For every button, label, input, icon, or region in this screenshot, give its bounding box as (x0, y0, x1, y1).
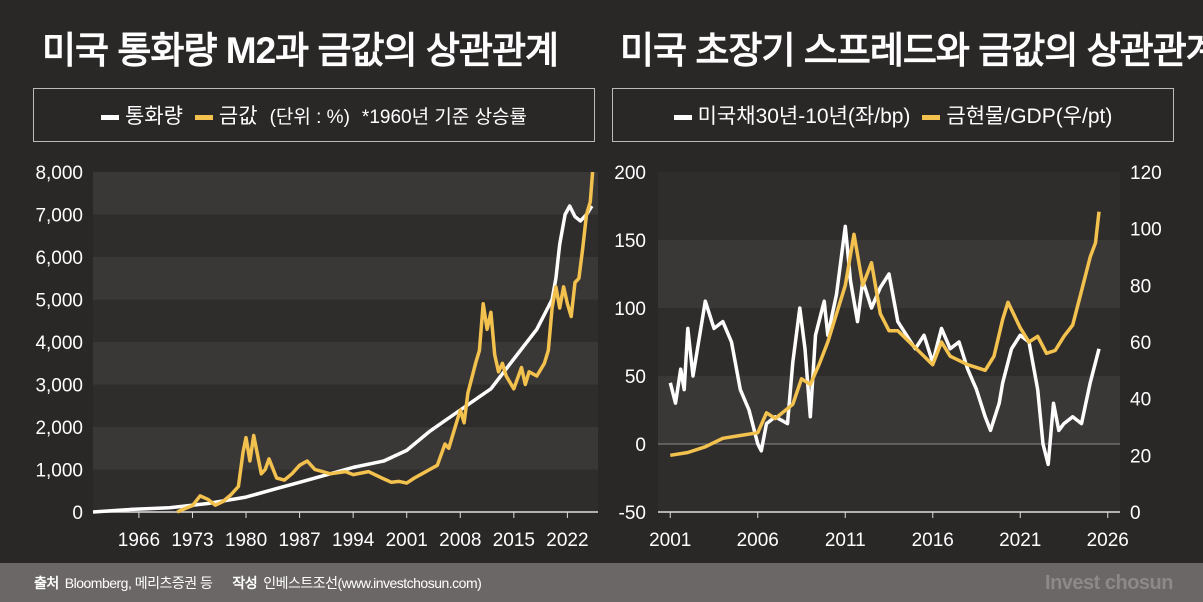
legend-swatch-gold (194, 114, 213, 120)
grid-band (93, 214, 598, 257)
x-tick-label: 1980 (225, 530, 267, 551)
y2-tick-label: 120 (1130, 163, 1162, 184)
left-chart-title: 미국 통화량 M2과 금값의 상관관계 (42, 30, 559, 71)
y-tick-label: 2,000 (35, 418, 83, 439)
legend-label: 금현물/GDP(우/pt) (946, 105, 1113, 128)
y-tick-label: 0 (635, 435, 646, 456)
y-tick-label: 150 (614, 231, 646, 252)
grid-band (93, 427, 598, 470)
footer-source: 출처 Bloomberg, 메리츠증권 등 (34, 574, 213, 591)
legend-note: *1960년 기준 상승률 (361, 106, 528, 128)
y-tick-label: 6,000 (35, 248, 83, 269)
x-tick-label: 1987 (278, 530, 320, 551)
x-tick-label: 2008 (439, 530, 481, 551)
grid-band (93, 172, 598, 215)
x-tick-label: 2011 (825, 530, 866, 551)
y-tick-label: 100 (614, 299, 646, 320)
series-line-gold (670, 211, 1101, 458)
x-tick-label: 1994 (332, 530, 375, 551)
y-tick-label: -50 (619, 503, 646, 524)
legend-swatch-white (673, 114, 692, 120)
right-legend: 미국채30년-10년(좌/bp) 금현물/GDP(우/pt) (612, 88, 1174, 142)
footer: 출처 Bloomberg, 메리츠증권 등 작성 인베스트조선(www.invest… (0, 563, 1203, 602)
legend-item-m2: 통화량 (100, 100, 183, 130)
brand-logo: Invest chosun (1045, 572, 1173, 594)
x-tick-label: 2026 (1087, 530, 1129, 551)
legend-item-spread: 미국채30년-10년(좌/bp) (673, 100, 911, 130)
grid-band (658, 172, 1120, 240)
y2-tick-label: 40 (1130, 390, 1151, 411)
y-tick-label: 4,000 (35, 333, 83, 354)
y2-tick-label: 60 (1130, 333, 1151, 354)
grid-band (93, 257, 598, 300)
legend-unit: (단위 : %) (269, 106, 350, 128)
x-tick-label: 2001 (386, 530, 428, 551)
x-tick-label: 2006 (737, 530, 779, 551)
grid-band (93, 342, 598, 385)
y-tick-label: 3,000 (35, 376, 83, 397)
legend-label: 금값 (218, 105, 258, 128)
grid-band (93, 299, 598, 342)
x-tick-label: 2015 (493, 530, 535, 551)
legend-item-gold: 금값 (194, 100, 258, 130)
right-chart-title: 미국 초장기 스프레드와 금값의 상관관계 (620, 30, 1203, 71)
x-tick-label: 2021 (999, 530, 1041, 551)
x-tick-label: 1966 (118, 530, 160, 551)
x-tick-label: 2022 (546, 530, 588, 551)
y2-tick-label: 0 (1130, 503, 1141, 524)
y2-tick-label: 100 (1130, 220, 1162, 241)
x-tick-label: 2016 (912, 530, 954, 551)
y-tick-label: 200 (614, 163, 646, 184)
x-tick-label: 2001 (649, 530, 691, 551)
grid-band (93, 384, 598, 427)
legend-swatch-gold (922, 114, 941, 120)
y-tick-label: 7,000 (35, 206, 83, 227)
y-tick-label: 1,000 (35, 461, 83, 482)
y-tick-label: 50 (625, 367, 646, 388)
legend-label: 통화량 (124, 105, 183, 128)
y-tick-label: 5,000 (35, 291, 83, 312)
legend-item-gold-gdp: 금현물/GDP(우/pt) (922, 100, 1112, 130)
series-line-gold (176, 171, 595, 514)
grid-band (658, 308, 1120, 376)
y-tick-label: 0 (72, 503, 83, 524)
y2-tick-label: 80 (1130, 276, 1151, 297)
left-legend: 통화량 금값 (단위 : %) *1960년 기준 상승률 (33, 88, 595, 142)
legend-label: 미국채30년-10년(좌/bp) (697, 105, 911, 128)
grid-band (93, 469, 598, 512)
grid-band (658, 444, 1120, 512)
y2-tick-label: 20 (1130, 446, 1151, 467)
x-tick-label: 1973 (171, 530, 213, 551)
legend-swatch-white (100, 114, 119, 120)
footer-author: 작성 인베스트조선(www.investchosun.com) (232, 574, 482, 591)
y-tick-label: 8,000 (35, 163, 83, 184)
series-line-white (668, 224, 1101, 467)
